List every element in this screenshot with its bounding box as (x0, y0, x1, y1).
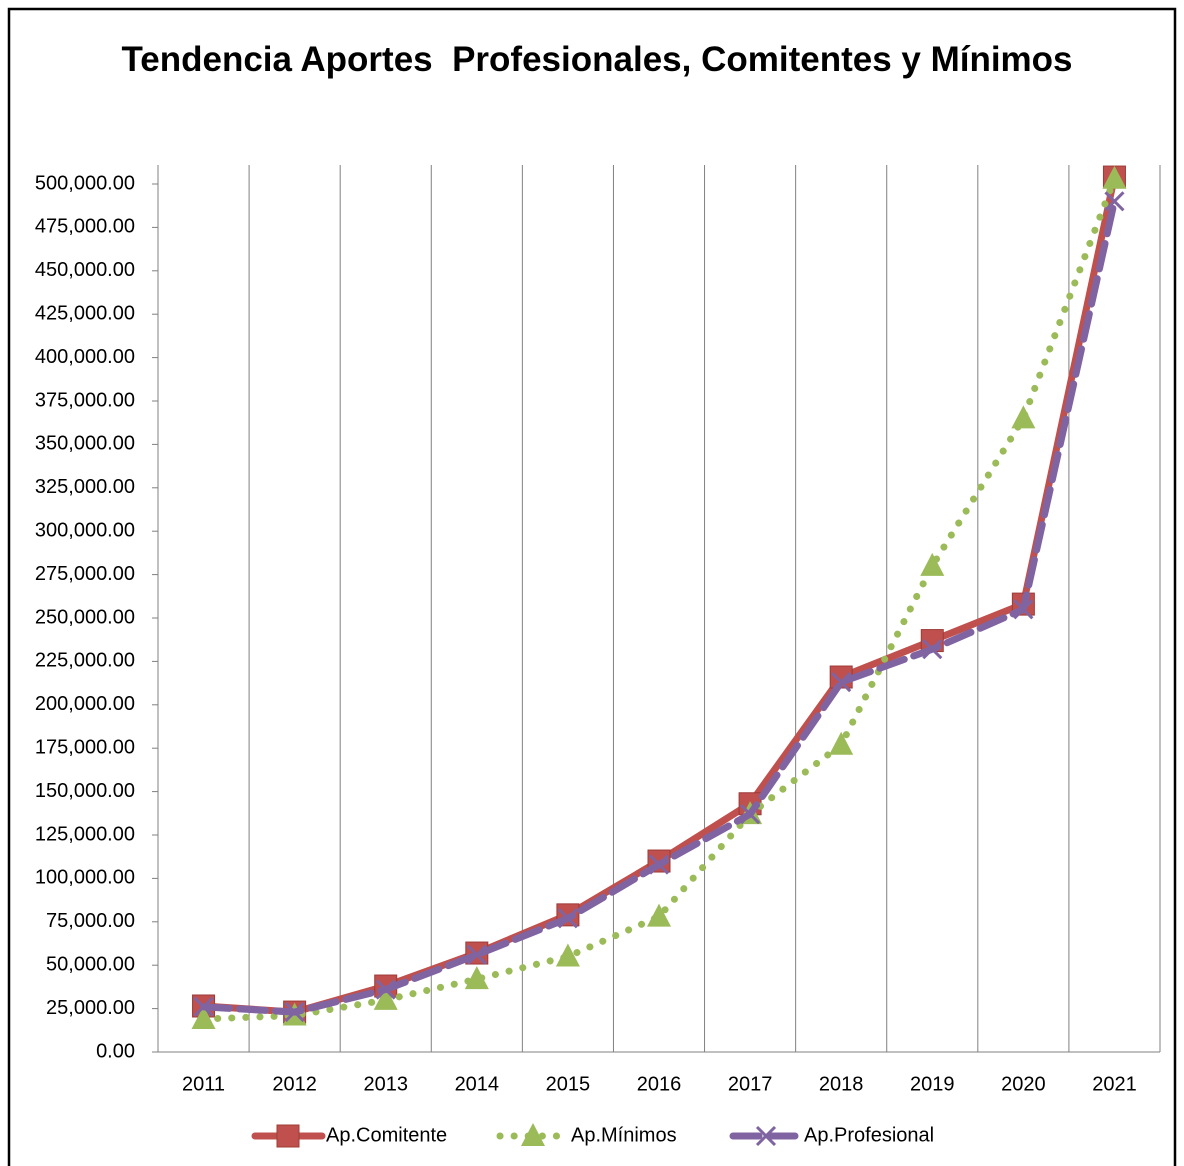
x-tick-label: 2012 (272, 1073, 317, 1095)
marker-triangle (920, 552, 945, 576)
legend-label: Ap.Profesional (804, 1124, 934, 1146)
y-tick-label: 475,000.00 (35, 216, 135, 238)
y-tick-label: 50,000.00 (46, 953, 135, 975)
marker-x (1104, 191, 1125, 212)
y-tick-label: 400,000.00 (35, 346, 135, 368)
marker-triangle (464, 966, 489, 990)
marker-x (193, 996, 214, 1017)
y-tick-label: 500,000.00 (35, 172, 135, 194)
y-tick-label: 275,000.00 (35, 563, 135, 585)
x-tick-label: 2019 (910, 1073, 955, 1095)
marker-triangle (521, 1123, 545, 1146)
x-tick-label: 2014 (455, 1073, 500, 1095)
series-line (200, 175, 1118, 1023)
y-tick-label: 350,000.00 (35, 433, 135, 455)
marker-square (276, 1124, 300, 1148)
x-tick-label: 2011 (182, 1073, 225, 1095)
legend-label: Ap.Comitente (326, 1124, 447, 1146)
marker-triangle (555, 943, 580, 967)
y-tick-label: 200,000.00 (35, 693, 135, 715)
marker-x (557, 908, 578, 929)
x-tick-label: 2018 (819, 1073, 864, 1095)
marker-x (375, 979, 396, 1000)
y-tick-label: 225,000.00 (35, 650, 135, 672)
marker-triangle (829, 731, 854, 755)
y-tick-label: 250,000.00 (35, 606, 135, 628)
marker-x (648, 854, 670, 875)
marker-triangle (1011, 405, 1036, 429)
x-tick-label: 2017 (728, 1073, 773, 1095)
x-tick-label: 2020 (1001, 1073, 1046, 1095)
marker-triangle (191, 1006, 216, 1030)
marker-x (740, 804, 761, 825)
marker-x (466, 944, 487, 965)
y-tick-label: 175,000.00 (35, 736, 135, 758)
marker-triangle (373, 986, 398, 1010)
y-tick-label: 0.00 (96, 1040, 135, 1062)
x-tick-label: 2013 (363, 1073, 408, 1095)
marker-x (1013, 599, 1034, 620)
x-tick-label: 2016 (637, 1073, 682, 1095)
y-tick-label: 25,000.00 (46, 997, 135, 1019)
marker-triangle (1102, 165, 1127, 189)
y-tick-label: 450,000.00 (35, 259, 135, 281)
marker-x (755, 1125, 777, 1147)
x-tick-label: 2015 (546, 1073, 591, 1095)
marker-triangle (647, 903, 671, 927)
y-tick-label: 100,000.00 (35, 867, 135, 889)
chart-title: Tendencia Aportes Profesionales, Comiten… (121, 40, 1073, 79)
marker-x (922, 639, 943, 660)
y-tick-label: 125,000.00 (35, 823, 135, 845)
chart-border (7, 7, 1177, 1166)
legend-label: Ap.Mínimos (571, 1124, 677, 1146)
marker-x (284, 1002, 305, 1023)
y-tick-label: 150,000.00 (35, 780, 135, 802)
y-tick-label: 425,000.00 (35, 302, 135, 324)
x-tick-label: 2021 (1092, 1073, 1137, 1095)
y-tick-label: 375,000.00 (35, 389, 135, 411)
marker-x (831, 672, 852, 693)
y-tick-label: 75,000.00 (46, 910, 135, 932)
y-tick-label: 300,000.00 (35, 519, 135, 541)
y-tick-label: 325,000.00 (35, 476, 135, 498)
